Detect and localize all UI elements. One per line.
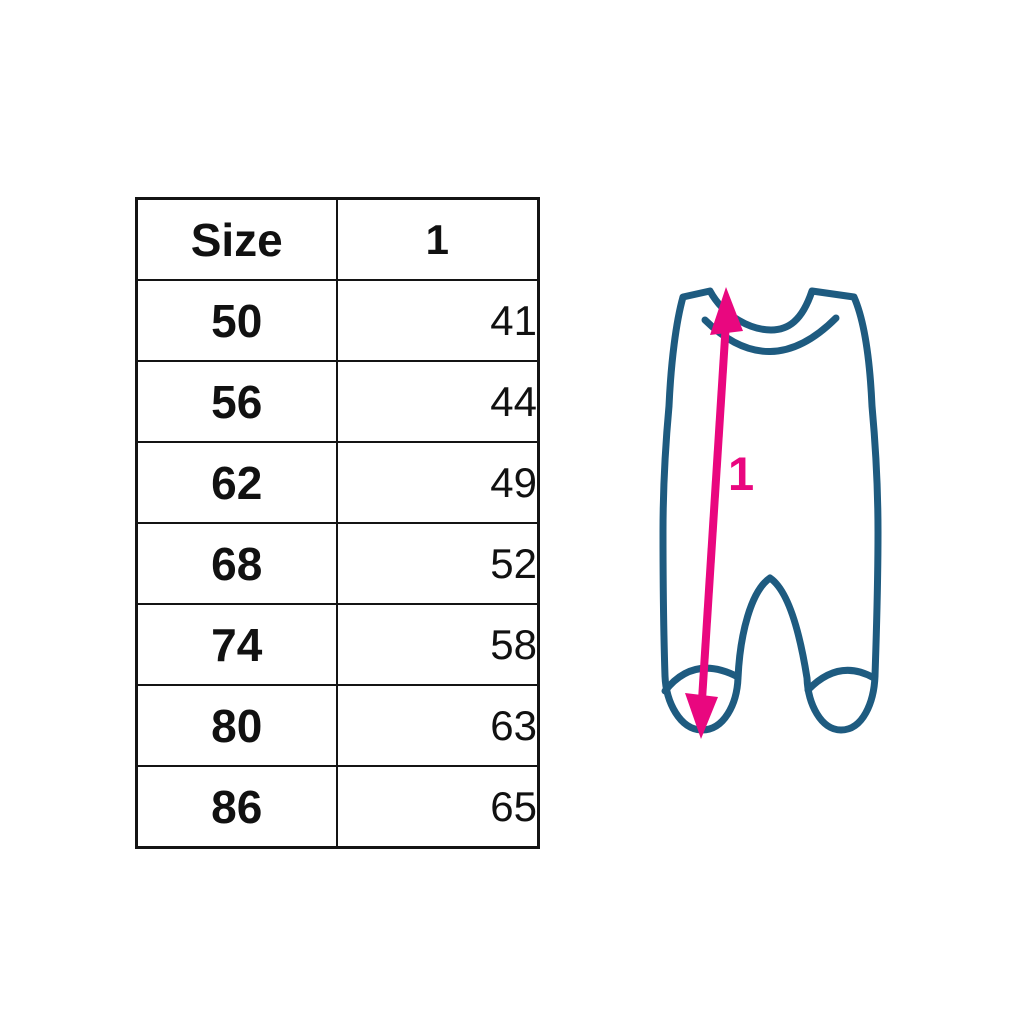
measurement-value-cell: 44 [335,360,540,443]
measurement-label: 1 [728,447,755,500]
table-row: 80 63 [135,684,540,767]
size-table: Size 1 50 41 56 44 62 49 68 52 74 [135,197,540,849]
left-foot-arc [661,664,742,695]
garment-diagram: 1 [620,260,920,760]
table-row: 86 65 [135,765,540,849]
measurement-value-cell: 52 [335,522,540,605]
size-cell: 62 [135,441,338,524]
measurement-column-header: 1 [335,197,540,281]
table-header-row: Size 1 [135,197,540,281]
size-cell: 74 [135,603,338,686]
table-row: 62 49 [135,441,540,524]
right-foot-arc [804,666,878,694]
measurement-value-cell: 65 [335,765,540,849]
measurement-value-cell: 63 [335,684,540,767]
size-cell: 80 [135,684,338,767]
table-row: 50 41 [135,279,540,362]
measurement-arrow-shaft [698,321,730,701]
table-row: 74 58 [135,603,540,686]
size-cell: 56 [135,360,338,443]
measurement-arrow-head-bottom [685,693,718,739]
table-row: 56 44 [135,360,540,443]
romper-outline [659,287,882,734]
table-row: 68 52 [135,522,540,605]
measurement-value-cell: 58 [335,603,540,686]
measurement-value-cell: 49 [335,441,540,524]
size-cell: 86 [135,765,338,849]
size-column-header: Size [135,197,338,281]
measurement-arrow [685,287,743,739]
measurement-value-cell: 41 [335,279,540,362]
romper-outline-drawing [659,287,882,739]
size-cell: 68 [135,522,338,605]
measurement-arrow-head-top [710,287,743,335]
size-cell: 50 [135,279,338,362]
romper-body-outline-path [659,287,882,734]
